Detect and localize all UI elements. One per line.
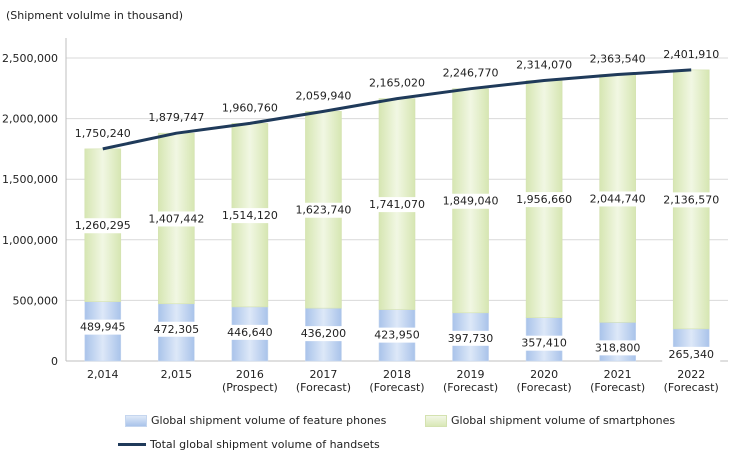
data-label-bg [73,319,132,335]
data-label-bg [366,197,428,213]
x-tick-label: (Forecast) [296,381,351,394]
x-tick-label: (Forecast) [664,381,719,394]
legend-swatch-total [118,443,146,446]
legend-total-handsets: Total global shipment volume of handsets [118,438,380,451]
data-label-smartphones: 2,136,570 [663,193,719,206]
legend-swatch-smart [425,414,447,427]
data-label-smartphones: 2,044,740 [590,192,646,205]
legend-smartphones: Global shipment volume of smartphones [425,414,675,427]
x-tick-label: 2018 [383,368,411,381]
data-label-smartphones: 1,849,040 [443,195,499,208]
x-tick-label: 2016 [236,368,264,381]
x-tick-label: (Forecast) [517,381,572,394]
data-label-total: 2,059,940 [295,89,351,102]
legend-feature-phones: Global shipment volume of feature phones [125,414,386,427]
data-label-total: 2,363,540 [590,53,646,66]
legend-label-smart: Global shipment volume of smartphones [451,414,676,427]
data-label-total: 2,314,070 [516,59,572,72]
data-label-bg [586,191,649,207]
data-label-feature: 446,640 [227,326,273,339]
data-label-bg [513,192,576,208]
x-tick-label: 2020 [530,368,558,381]
data-label-bg [660,192,723,208]
data-label-bg [145,211,208,227]
data-label-bg [71,218,134,234]
data-label-feature: 265,340 [668,348,714,361]
y-tick-label: 1,000,000 [2,234,58,247]
data-label-bg [662,346,721,362]
legend-label-total: Total global shipment volume of handsets [150,438,380,451]
data-label-bg [441,330,500,346]
data-label-smartphones: 1,956,660 [516,193,572,206]
x-tick-label: 2019 [457,368,485,381]
data-label-feature: 397,730 [448,332,494,345]
y-tick-label: 2,000,000 [2,113,58,126]
x-tick-label: (Forecast) [369,381,424,394]
unit-label: (Shipment volulme in thousand) [6,9,184,22]
data-label-total: 2,246,770 [443,67,499,80]
data-label-total: 1,960,760 [222,101,278,114]
line-total-handsets [102,68,692,151]
data-label-feature: 357,410 [521,337,567,350]
data-label-smartphones: 1,623,740 [295,204,351,217]
legend-label-feature: Global shipment volume of feature phones [151,414,387,427]
data-label-bg [588,340,647,356]
x-tick-label: (Forecast) [443,381,498,394]
data-label-bg [515,335,574,351]
data-label-smartphones: 1,514,120 [222,209,278,222]
data-label-bg [147,321,206,337]
y-tick-label: 0 [51,355,58,368]
y-tick-label: 500,000 [13,294,59,307]
data-label-total: 1,750,240 [75,127,131,140]
x-tick-label: (Prospect) [222,381,278,394]
data-label-feature: 436,200 [301,327,347,340]
x-tick-label: (Forecast) [590,381,645,394]
data-label-feature: 318,800 [595,341,641,354]
data-label-feature: 489,945 [80,321,126,334]
data-label-bg [292,202,355,218]
x-tick-label: 2021 [604,368,632,381]
data-label-bg [220,324,279,340]
data-label-total: 2,401,910 [663,48,719,61]
data-label-smartphones: 1,407,442 [148,212,204,225]
legend-swatch-feature [125,414,147,427]
data-label-smartphones: 1,741,070 [369,198,425,211]
x-tick-label: 2017 [309,368,337,381]
y-tick-label: 1,500,000 [2,173,58,186]
data-label-smartphones: 1,260,295 [75,219,131,232]
data-label-feature: 472,305 [154,323,200,336]
data-label-total: 1,879,747 [148,111,204,124]
data-label-feature: 423,950 [374,329,420,342]
data-label-total: 2,165,020 [369,77,425,90]
data-label-bg [218,208,281,224]
x-tick-label: 2,014 [87,368,119,381]
y-tick-label: 2,500,000 [2,52,58,65]
data-label-bg [439,193,502,209]
x-tick-label: 2022 [677,368,705,381]
data-label-bg [294,326,353,342]
data-label-bg [368,327,426,343]
x-tick-label: 2,015 [161,368,193,381]
